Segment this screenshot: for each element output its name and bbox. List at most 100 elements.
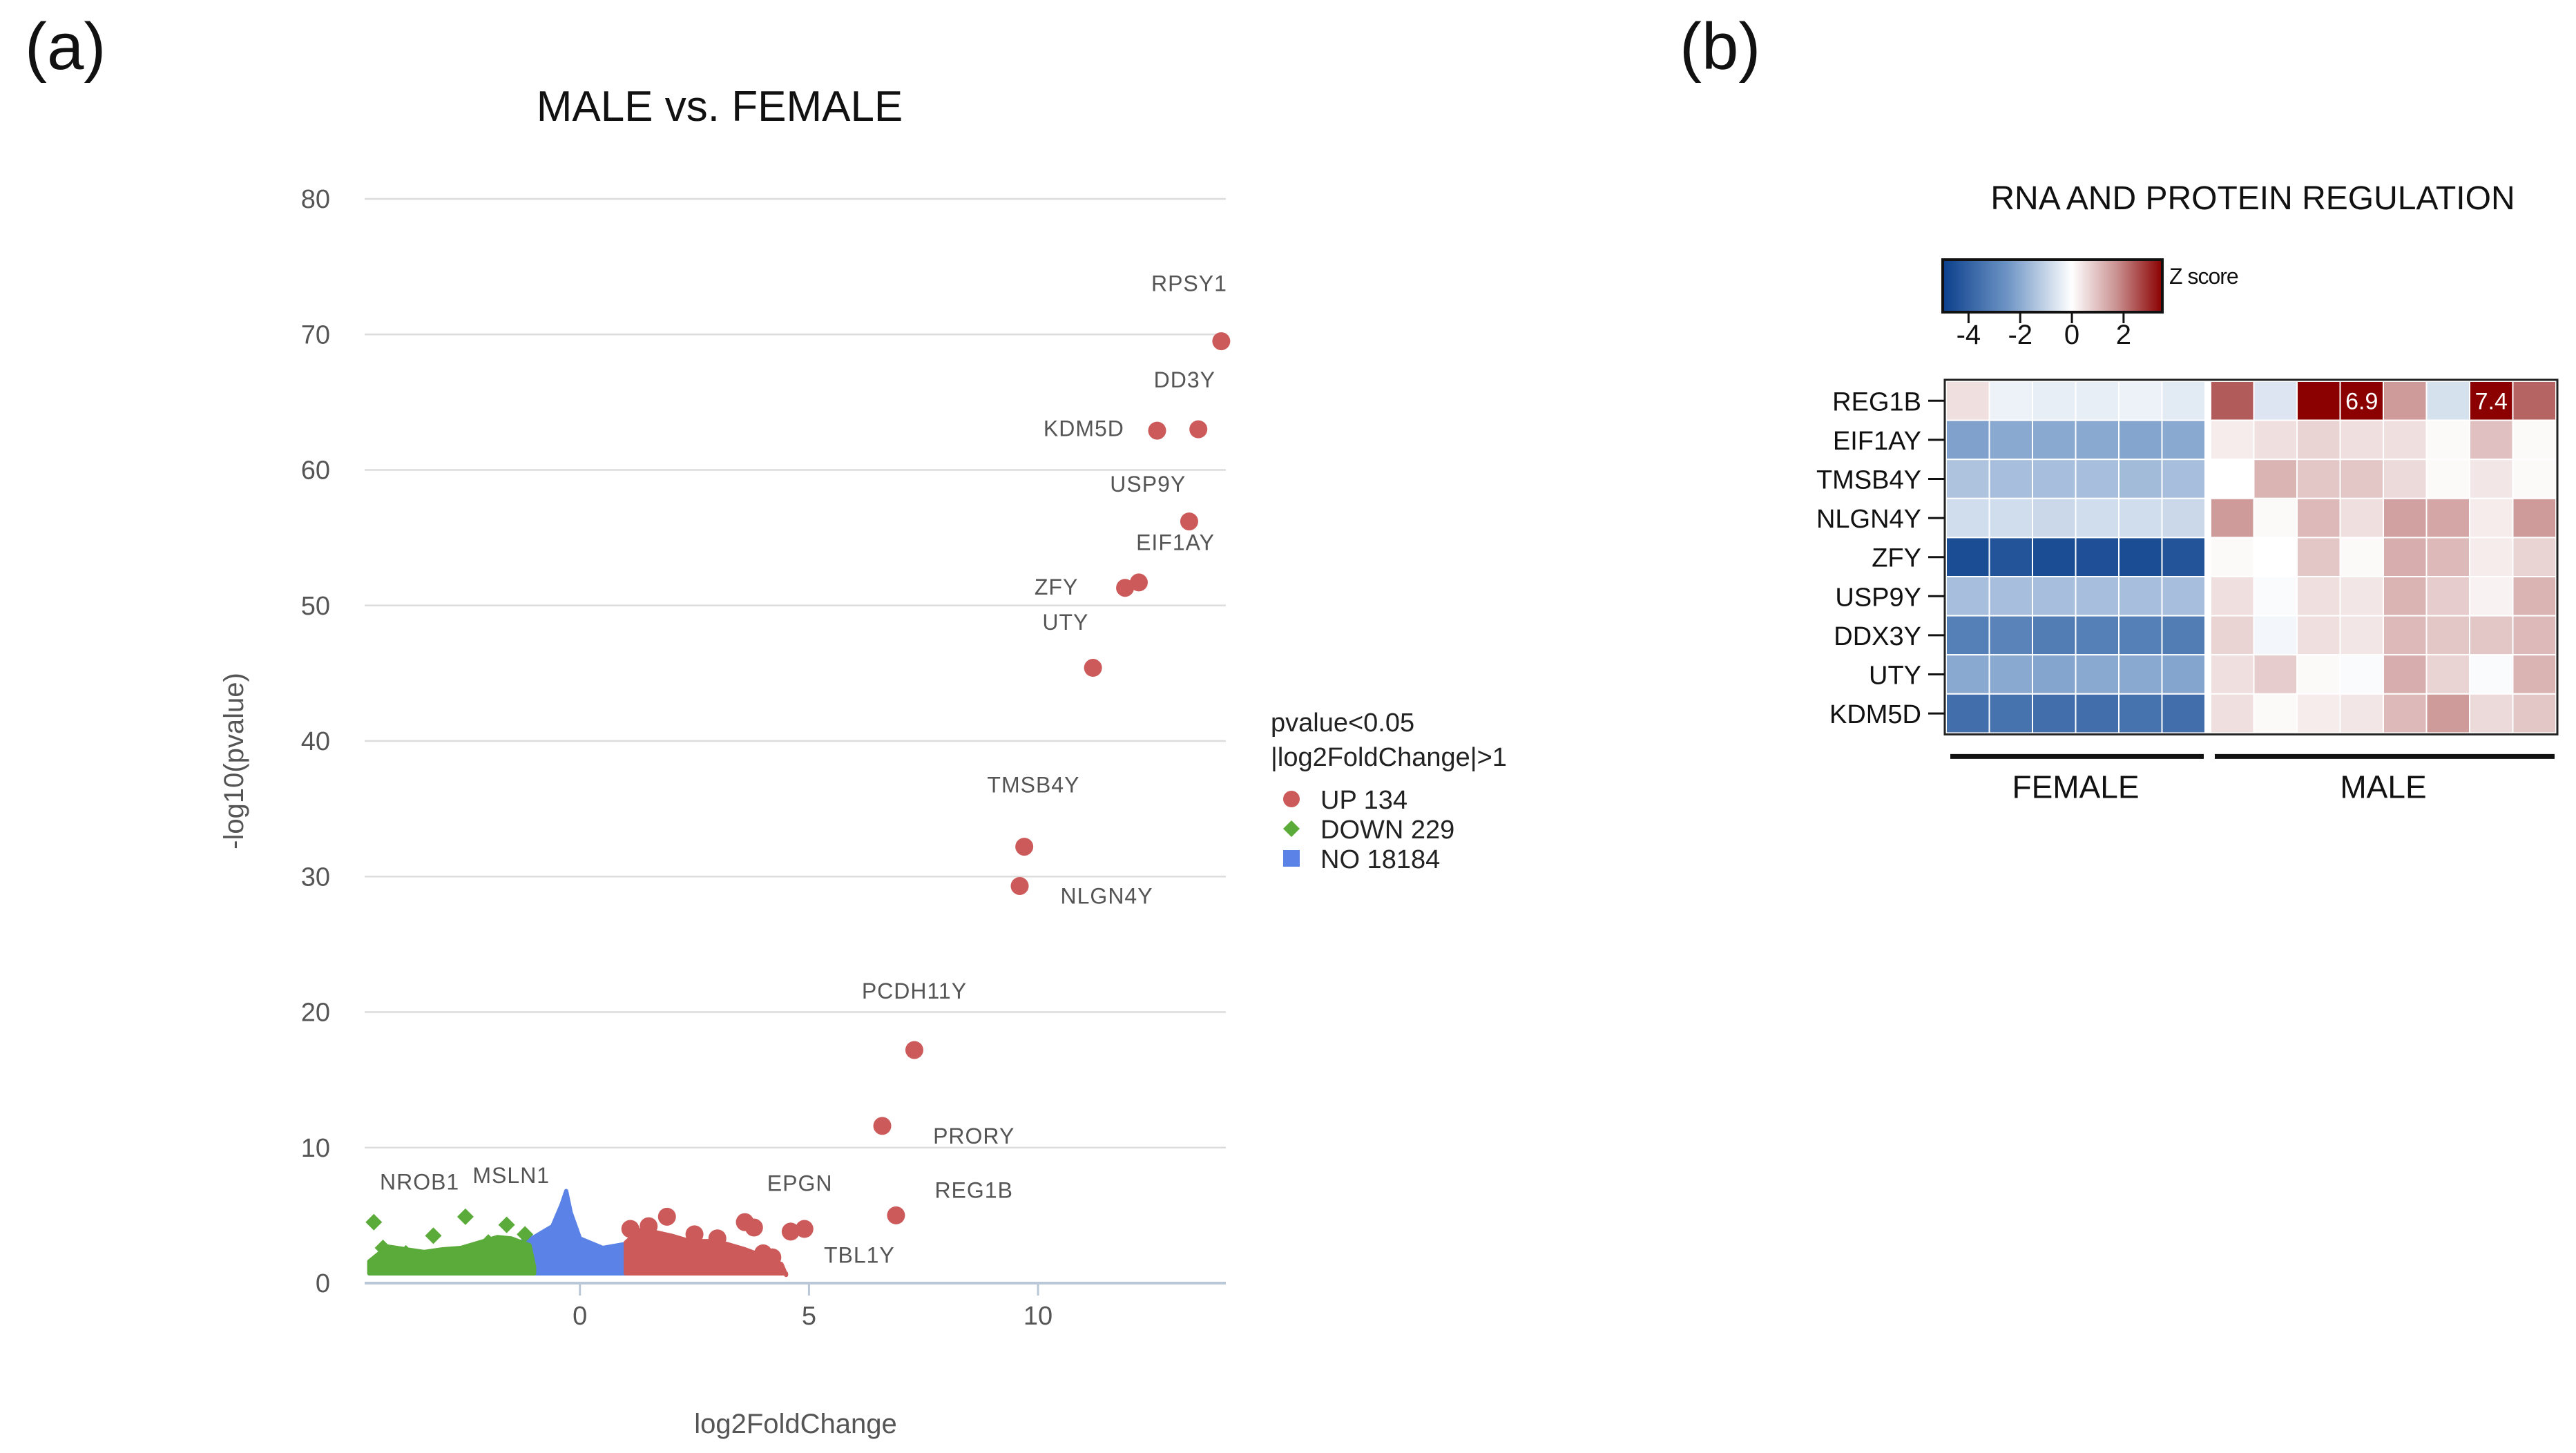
zscore-tick-label: -2 xyxy=(2008,320,2032,350)
up-point xyxy=(763,1248,782,1267)
heatmap-cell xyxy=(2253,381,2298,421)
volcano-title: MALE vs. FEMALE xyxy=(537,83,903,131)
heatmap-cell xyxy=(2383,497,2428,539)
heatmap-cell xyxy=(2383,537,2428,578)
heatmap-cell xyxy=(2469,497,2514,539)
heatmap-cell xyxy=(2469,537,2514,578)
volcano-x-ticks: 0 5 10 xyxy=(573,1283,1052,1331)
down-point xyxy=(456,1208,474,1225)
heatmap-cell xyxy=(2253,693,2298,734)
heatmap-cell xyxy=(2512,654,2557,695)
heatmap-row-labels: REG1B EIF1AY TMSB4Y NLGN4Y ZFY USP9Y DDX3Y UTY K… xyxy=(1816,387,1945,729)
heatmap-cell xyxy=(2296,576,2341,617)
up-point xyxy=(640,1217,658,1235)
heatmap-cell xyxy=(1945,497,1990,539)
heatmap-cell xyxy=(1945,381,1990,421)
heatmap-cell xyxy=(1945,576,1990,617)
heatmap-cell xyxy=(2253,497,2298,539)
legend-title-line-2: |log2FoldChange|>1 xyxy=(1271,743,1507,772)
heatmap-row-label: DDX3Y xyxy=(1834,622,1921,651)
heatmap-cell xyxy=(2425,537,2470,578)
gene-label: REG1B xyxy=(934,1177,1012,1202)
heatmap-cell xyxy=(2512,693,2557,734)
heatmap-cell xyxy=(2075,576,2120,617)
heatmap-cell xyxy=(2210,654,2255,695)
volcano-legend: pvalue<0.05 |log2FoldChange|>1 UP 134DOW… xyxy=(1271,709,1507,874)
legend-up-marker xyxy=(1283,791,1300,807)
down-point xyxy=(480,1234,497,1251)
heatmap-row-label: TMSB4Y xyxy=(1816,466,1921,495)
heatmap-cell xyxy=(2469,459,2514,499)
heatmap-cell xyxy=(2383,693,2428,734)
heatmap-cell xyxy=(2118,459,2163,499)
heatmap-cell xyxy=(2032,497,2077,539)
heatmap-cell xyxy=(2339,497,2384,539)
heatmap-cell xyxy=(2425,497,2470,539)
heatmap-cell xyxy=(2075,537,2120,578)
heatmap-row-label: EIF1AY xyxy=(1833,427,1921,456)
heatmap-cell xyxy=(2296,537,2341,578)
heatmap-row-label: USP9Y xyxy=(1835,583,1921,612)
up-point xyxy=(873,1117,892,1135)
heatmap-cell xyxy=(2210,615,2255,656)
up-point xyxy=(1148,421,1166,440)
zscore-tick-label: 0 xyxy=(2064,320,2079,350)
up-point xyxy=(621,1220,640,1238)
gene-label: UTY xyxy=(1042,610,1088,635)
legend-down-marker xyxy=(1283,820,1300,837)
up-point xyxy=(1212,332,1231,351)
up-point xyxy=(1180,512,1198,531)
heatmap-cell xyxy=(2339,654,2384,695)
volcano-points xyxy=(365,332,1231,1267)
legend-entry-label: NO 18184 xyxy=(1320,845,1440,874)
heatmap-cell xyxy=(2383,654,2428,695)
heatmap-cell xyxy=(1945,419,1990,461)
up-point xyxy=(685,1225,704,1244)
heatmap-cell xyxy=(2469,576,2514,617)
heatmap-cell xyxy=(2075,497,2120,539)
up-point xyxy=(1189,420,1208,439)
heatmap-cell xyxy=(2118,419,2163,461)
volcano-gridlines xyxy=(365,198,1226,1284)
heatmap-cell xyxy=(1945,537,1990,578)
down-point xyxy=(498,1216,515,1233)
zscore-ticks: -4 -2 0 2 xyxy=(1957,312,2131,350)
heatmap-cell xyxy=(2339,459,2384,499)
heatmap-cell xyxy=(2210,497,2255,539)
heatmap-cell xyxy=(2118,537,2163,578)
heatmap-cell xyxy=(2339,693,2384,734)
heatmap-cell xyxy=(2383,381,2428,421)
up-point xyxy=(1015,838,1034,856)
gene-label: TBL1Y xyxy=(824,1243,895,1268)
down-point xyxy=(374,1239,392,1256)
gene-label: MSLN1 xyxy=(472,1163,550,1188)
heatmap-cell xyxy=(2032,419,2077,461)
gene-label: DD3Y xyxy=(1154,367,1215,392)
heatmap-cell xyxy=(1945,693,1990,734)
heatmap-cell xyxy=(2296,615,2341,656)
heatmap-cell xyxy=(2512,381,2557,421)
gene-label: RPSY1 xyxy=(1151,271,1227,296)
up-point xyxy=(1116,579,1135,597)
heatmap-cell xyxy=(2210,693,2255,734)
heatmap-cell xyxy=(2161,497,2206,539)
heatmap-row-label: UTY xyxy=(1869,662,1921,691)
heatmap-cell xyxy=(2032,381,2077,421)
heatmap-cell xyxy=(2339,419,2384,461)
heatmap-cell xyxy=(1988,654,2033,695)
up-point xyxy=(887,1206,905,1224)
zscore-colorbar xyxy=(1941,258,2164,314)
gene-label: PCDH11Y xyxy=(862,979,967,1003)
y-tick-label: 30 xyxy=(301,863,330,892)
heatmap-cell xyxy=(2161,615,2206,656)
heatmap-cell xyxy=(2161,459,2206,499)
zscore-tick-label: 2 xyxy=(2116,320,2131,350)
heatmap-cell xyxy=(2512,459,2557,499)
heatmap-cell xyxy=(2161,576,2206,617)
heatmap-cell xyxy=(2512,419,2557,461)
heatmap-cell xyxy=(2469,381,2514,421)
heatmap-cell xyxy=(2296,419,2341,461)
legend-no-marker xyxy=(1283,850,1300,867)
volcano-x-axis-label: log2FoldChange xyxy=(694,1409,897,1439)
heatmap-cell xyxy=(1988,459,2033,499)
